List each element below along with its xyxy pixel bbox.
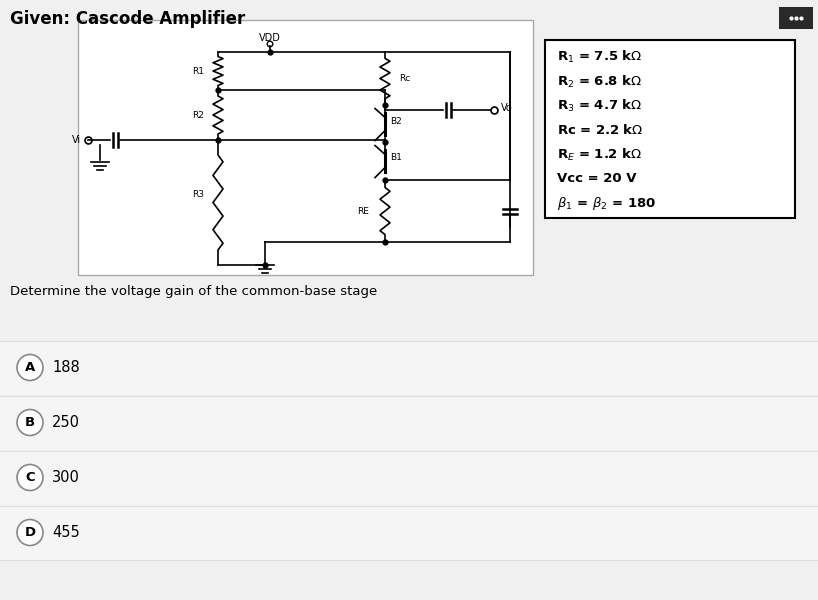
FancyBboxPatch shape (0, 507, 818, 560)
Text: Rc: Rc (399, 74, 411, 83)
Text: Vcc = 20 V: Vcc = 20 V (557, 172, 636, 185)
Text: VDD: VDD (259, 33, 281, 43)
Circle shape (17, 520, 43, 545)
Circle shape (17, 409, 43, 436)
Text: B: B (25, 416, 35, 429)
FancyBboxPatch shape (78, 20, 533, 275)
Text: $\beta_1$ = $\beta_2$ = 180: $\beta_1$ = $\beta_2$ = 180 (557, 195, 656, 212)
FancyBboxPatch shape (0, 397, 818, 450)
FancyBboxPatch shape (779, 7, 813, 29)
Text: R2: R2 (192, 110, 204, 119)
Text: R1: R1 (192, 67, 204, 76)
Text: R$_2$ = 6.8 k$\Omega$: R$_2$ = 6.8 k$\Omega$ (557, 73, 642, 89)
Text: 455: 455 (52, 525, 79, 540)
Text: R$_1$ = 7.5 k$\Omega$: R$_1$ = 7.5 k$\Omega$ (557, 49, 642, 65)
Text: 250: 250 (52, 415, 80, 430)
Text: Determine the voltage gain of the common-base stage: Determine the voltage gain of the common… (10, 285, 377, 298)
Text: R$_3$ = 4.7 k$\Omega$: R$_3$ = 4.7 k$\Omega$ (557, 98, 642, 114)
Text: A: A (25, 361, 35, 374)
Text: Rc = 2.2 k$\Omega$: Rc = 2.2 k$\Omega$ (557, 123, 643, 137)
Circle shape (17, 464, 43, 491)
FancyBboxPatch shape (545, 40, 795, 218)
Text: Vo: Vo (501, 103, 513, 113)
Text: D: D (25, 526, 35, 539)
Text: Given: Cascode Amplifier: Given: Cascode Amplifier (10, 10, 245, 28)
Text: 188: 188 (52, 360, 79, 375)
Text: 300: 300 (52, 470, 80, 485)
Text: C: C (25, 471, 35, 484)
Circle shape (17, 355, 43, 380)
Text: R3: R3 (192, 190, 204, 199)
Text: RE: RE (357, 206, 369, 215)
Text: R$_E$ = 1.2 k$\Omega$: R$_E$ = 1.2 k$\Omega$ (557, 146, 642, 163)
Text: B2: B2 (390, 116, 402, 125)
FancyBboxPatch shape (0, 342, 818, 395)
Text: Vi: Vi (72, 135, 81, 145)
FancyBboxPatch shape (0, 452, 818, 505)
Text: B1: B1 (390, 154, 402, 163)
